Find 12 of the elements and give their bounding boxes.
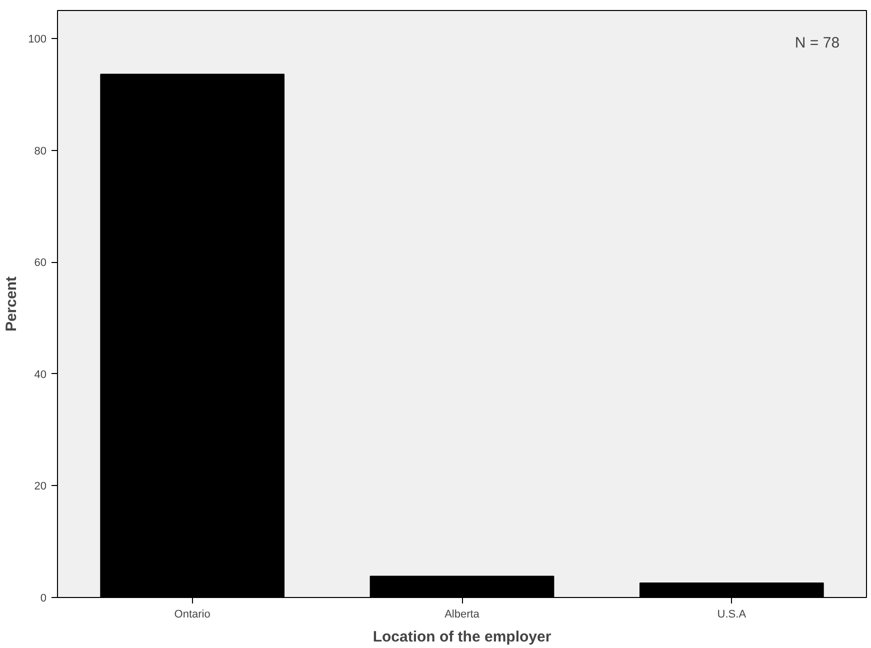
x-tick-label: Alberta	[444, 608, 480, 620]
y-tick-label: 60	[34, 257, 47, 270]
y-tick-label: 80	[34, 145, 47, 158]
y-axis-title: Percent	[3, 276, 20, 332]
x-tick-label: Ontario	[174, 608, 210, 620]
y-tick-label: 100	[28, 33, 47, 46]
y-tick-label: 40	[34, 368, 47, 381]
x-tick-label: U.S.A	[717, 608, 747, 620]
x-axis-title: Location of the employer	[372, 628, 552, 646]
annotation: N = 78	[794, 34, 840, 52]
y-tick-label: 20	[34, 480, 47, 493]
y-tick-label: 0	[40, 592, 47, 604]
